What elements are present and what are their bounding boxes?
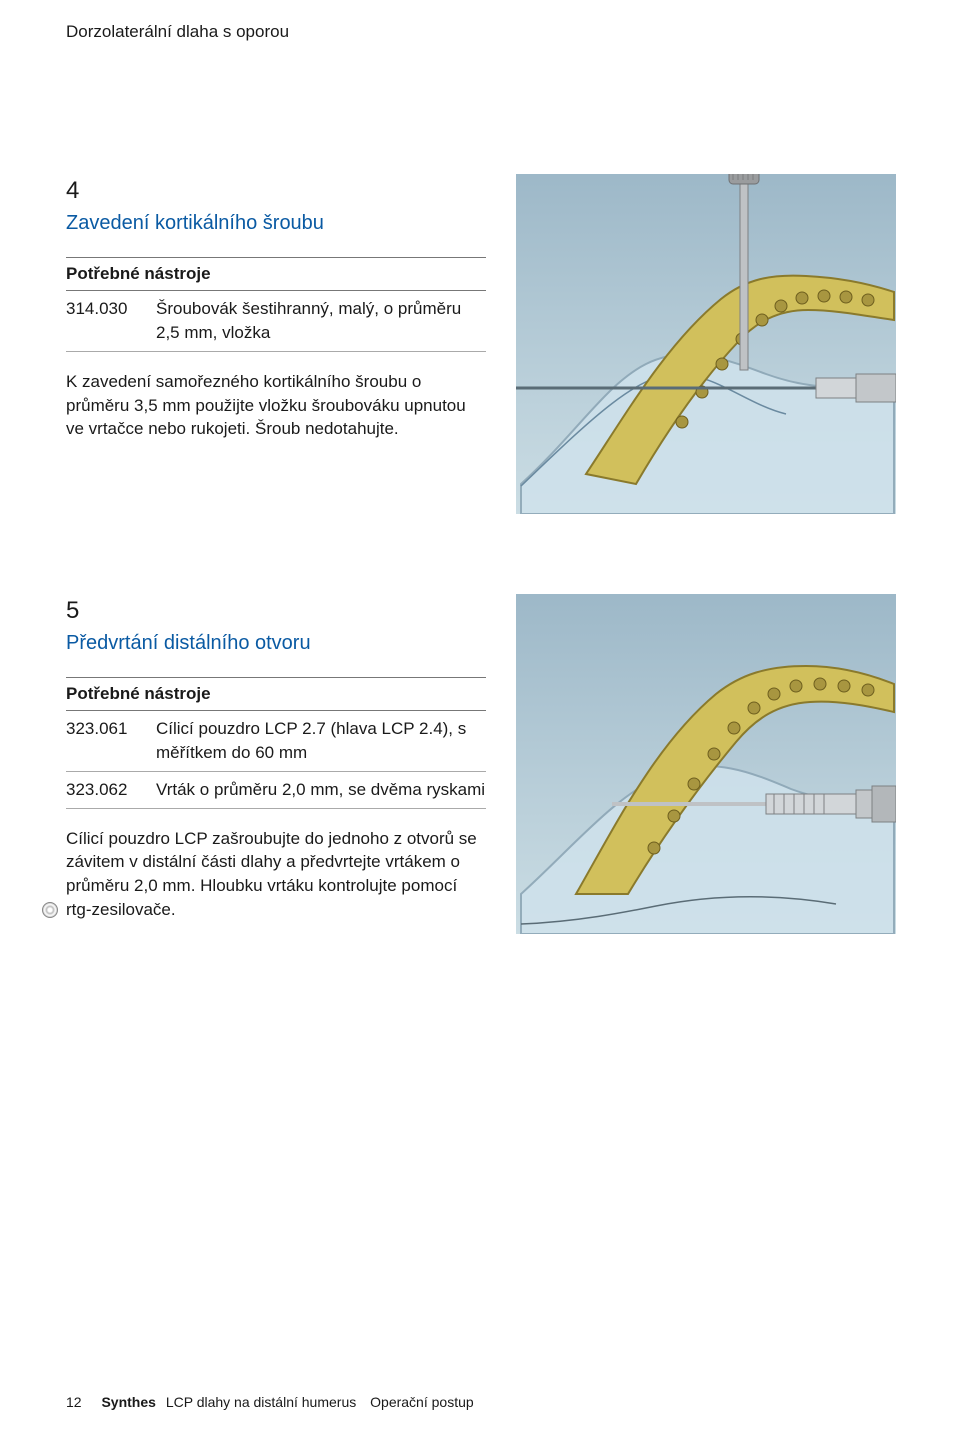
tool-desc: Cílicí pouzdro LCP 2.7 (hlava LCP 2.4), … <box>156 717 486 765</box>
running-head: Dorzolaterální dlaha s oporou <box>66 20 894 44</box>
tool-code: 314.030 <box>66 297 156 345</box>
step4-illustration <box>516 174 896 514</box>
tool-desc: Vrták o průměru 2,0 mm, se dvěma ryskami <box>156 778 486 802</box>
tool-code: 323.062 <box>66 778 156 802</box>
step5-tools-heading: Potřebné nástroje <box>66 677 486 711</box>
step5-body-text: Cílicí pouzdro LCP zašroubujte do jednoh… <box>66 829 477 919</box>
step4-tools-heading: Potřebné nástroje <box>66 257 486 291</box>
step5-illustration <box>516 594 896 934</box>
page-number: 12 <box>66 1394 82 1410</box>
bone-shape <box>521 766 894 934</box>
screwdriver-shaft <box>740 174 748 370</box>
sleeve <box>816 374 896 402</box>
tool-row: 323.062 Vrták o průměru 2,0 mm, se dvěma… <box>66 772 486 809</box>
step5-title: Předvrtání distálního otvoru <box>66 629 486 657</box>
footer-brand: Synthes <box>101 1394 155 1410</box>
step4-figure-column <box>516 174 896 514</box>
drill-chuck <box>856 786 896 822</box>
step5-illustration-svg <box>516 594 896 934</box>
step4-text-column: 4 Zavedení kortikálního šroubu Potřebné … <box>66 174 486 514</box>
tool-desc: Šroubovák šestihranný, malý, o průměru 2… <box>156 297 486 345</box>
section-step-5: 5 Předvrtání distálního otvoru Potřebné … <box>66 594 894 946</box>
aiming-sleeve <box>766 794 856 814</box>
tool-code: 323.061 <box>66 717 156 765</box>
step5-number: 5 <box>66 594 486 628</box>
step5-text-column: 5 Předvrtání distálního otvoru Potřebné … <box>66 594 486 946</box>
tool-row: 314.030 Šroubovák šestihranný, malý, o p… <box>66 291 486 352</box>
step4-illustration-svg <box>516 174 896 514</box>
step4-number: 4 <box>66 174 486 208</box>
step4-title: Zavedení kortikálního šroubu <box>66 209 486 237</box>
step5-figure-column <box>516 594 896 946</box>
footer-doc-sub: Operační postup <box>370 1394 474 1410</box>
footer-doc-title: LCP dlahy na distální humerus <box>166 1394 356 1410</box>
section-step-4: 4 Zavedení kortikálního šroubu Potřebné … <box>66 174 894 514</box>
step5-body: Cílicí pouzdro LCP zašroubujte do jednoh… <box>66 827 486 922</box>
step4-body: K zavedení samořezného kortikálního šrou… <box>66 370 486 441</box>
xray-icon <box>42 902 58 918</box>
page-footer: 12 Synthes LCP dlahy na distální humerus… <box>66 1393 474 1413</box>
tool-row: 323.061 Cílicí pouzdro LCP 2.7 (hlava LC… <box>66 711 486 772</box>
